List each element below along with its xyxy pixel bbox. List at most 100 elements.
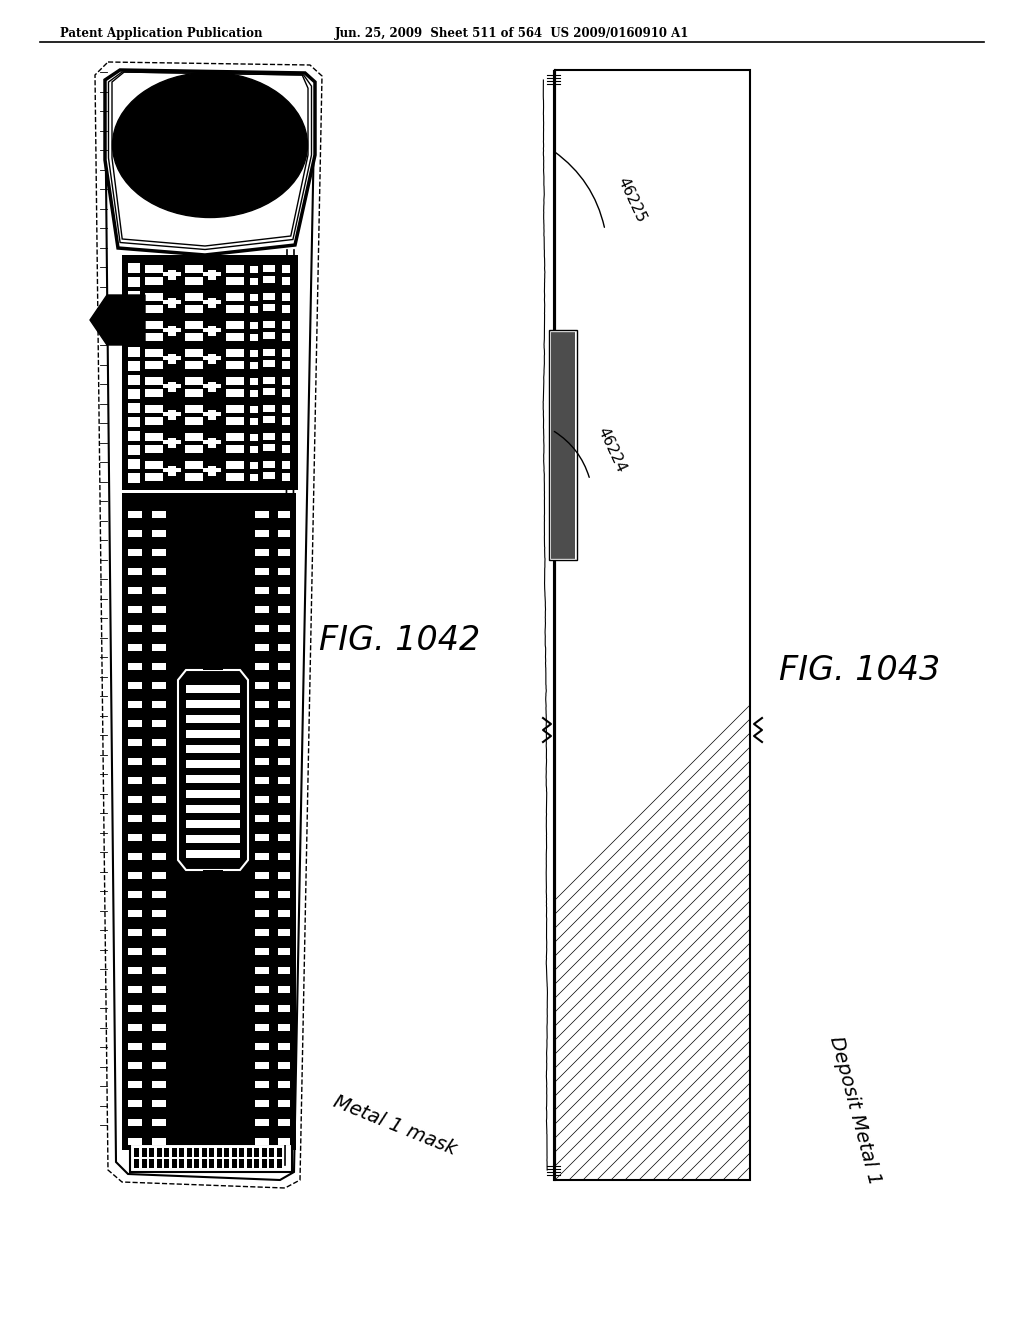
Bar [255, 1119, 269, 1126]
Bar [278, 853, 290, 861]
Bar [226, 473, 244, 480]
Bar [208, 411, 216, 420]
Text: Metal 1 mask: Metal 1 mask [331, 1092, 460, 1159]
Bar [209, 1159, 214, 1168]
Bar [278, 968, 290, 974]
Bar [134, 1159, 139, 1168]
Bar [208, 354, 216, 364]
Bar [239, 1159, 244, 1168]
Bar [278, 624, 290, 632]
Bar [226, 445, 244, 453]
Bar [282, 321, 290, 329]
Bar [185, 265, 203, 273]
Bar [263, 276, 275, 282]
Bar [152, 968, 166, 974]
Bar [185, 461, 203, 469]
Bar [250, 279, 258, 285]
Bar [128, 929, 142, 936]
Bar [128, 853, 142, 861]
Bar [226, 378, 244, 385]
Bar [278, 948, 290, 954]
Bar [278, 682, 290, 689]
Bar [186, 730, 240, 738]
Bar [152, 758, 166, 766]
Bar [145, 265, 163, 273]
Ellipse shape [113, 73, 307, 218]
Text: 46225: 46225 [615, 176, 649, 224]
Bar [128, 758, 142, 766]
Bar [224, 1148, 229, 1158]
Bar [255, 624, 269, 632]
Bar [128, 606, 142, 612]
Bar [208, 438, 216, 447]
Bar [163, 272, 181, 276]
Bar [128, 432, 140, 441]
Bar [203, 412, 221, 416]
Bar [254, 1159, 259, 1168]
Bar [145, 305, 163, 313]
Bar [202, 1159, 207, 1168]
Bar [152, 1005, 166, 1012]
Bar [128, 549, 142, 556]
Bar [128, 531, 142, 537]
Bar [152, 682, 166, 689]
Bar [128, 644, 142, 651]
Bar [168, 271, 176, 280]
Bar [145, 378, 163, 385]
Bar [152, 663, 166, 671]
Bar [255, 891, 269, 898]
Bar [163, 384, 181, 388]
Bar [263, 461, 275, 469]
Bar [152, 796, 166, 803]
Bar [263, 444, 275, 451]
Bar [128, 796, 142, 803]
Bar [203, 469, 221, 473]
Bar [128, 511, 142, 517]
Bar [128, 739, 142, 746]
Bar [203, 300, 221, 304]
Bar [224, 1159, 229, 1168]
Polygon shape [105, 70, 315, 255]
Bar [263, 433, 275, 440]
Bar [255, 1005, 269, 1012]
Bar [226, 265, 244, 273]
Bar [152, 948, 166, 954]
Bar [179, 1159, 184, 1168]
Bar [128, 834, 142, 841]
Bar [171, 1159, 176, 1168]
Bar [255, 948, 269, 954]
Bar [278, 929, 290, 936]
Bar [186, 836, 240, 843]
Bar [278, 549, 290, 556]
Bar [255, 663, 269, 671]
Bar [250, 362, 258, 370]
Bar [122, 255, 298, 490]
Text: FIG. 1043: FIG. 1043 [779, 653, 941, 686]
Bar [203, 870, 223, 895]
Bar [226, 461, 244, 469]
Bar [145, 473, 163, 480]
Bar [269, 1159, 274, 1168]
Bar [282, 461, 290, 469]
Bar [128, 1081, 142, 1088]
Bar [185, 378, 203, 385]
Bar [255, 968, 269, 974]
Bar [282, 265, 290, 273]
Bar [255, 511, 269, 517]
Bar [163, 440, 181, 444]
Bar [247, 1148, 252, 1158]
Bar [152, 549, 166, 556]
Bar [186, 685, 240, 693]
Bar [255, 1138, 269, 1144]
Bar [216, 1159, 221, 1168]
Bar [128, 719, 142, 727]
Bar [163, 327, 181, 333]
Bar [164, 1148, 169, 1158]
Bar [152, 1100, 166, 1107]
Polygon shape [178, 671, 248, 870]
Bar [152, 719, 166, 727]
Bar [203, 440, 221, 444]
Bar [128, 587, 142, 594]
Bar [152, 701, 166, 708]
Bar [186, 850, 240, 858]
